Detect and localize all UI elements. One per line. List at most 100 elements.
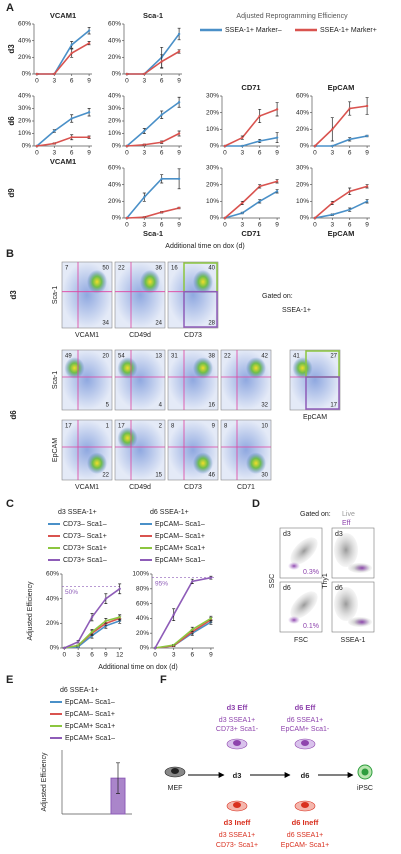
x-tick-label: 0 — [35, 150, 39, 157]
data-point — [53, 72, 56, 76]
data-point — [209, 576, 213, 579]
error-bar — [116, 762, 120, 794]
x-axis-label: Sca-1 — [143, 229, 163, 238]
quadrant-value: 7 — [65, 266, 69, 272]
ineff-line: d6 SSEA1+ — [287, 832, 323, 839]
quadrant-value: 8 — [171, 424, 175, 430]
y-tick-label: 40% — [136, 615, 149, 622]
x-tick-label: 9 — [275, 222, 279, 229]
legend-label: EpCAM+ Sca1+ — [65, 723, 115, 730]
data-point — [365, 104, 369, 108]
series-line — [314, 200, 368, 219]
y-axis-label: EpCAM — [52, 438, 59, 462]
data-point — [365, 200, 369, 203]
data-point — [118, 587, 121, 590]
x-axis-label: FSC — [294, 637, 308, 644]
y-tick-label: 10% — [206, 198, 219, 205]
eff-line: CD73+ Sca1- — [216, 726, 259, 733]
stage-label: d3 — [233, 771, 242, 780]
quadrant-value: 8 — [224, 424, 228, 430]
y-tick-label: 20% — [108, 54, 121, 61]
density-core — [193, 269, 213, 294]
x-tick-label: 9 — [275, 150, 279, 157]
y-tick-label: 60% — [108, 21, 121, 28]
series-line — [224, 136, 278, 147]
ineff-line: CD73- Sca1+ — [216, 842, 258, 849]
density-core — [87, 452, 107, 475]
x-axis-label: CD73 — [184, 484, 202, 491]
row-label: d6 — [9, 410, 18, 420]
data-point — [125, 216, 129, 220]
density-core — [117, 357, 138, 379]
quadrant-value: 16 — [171, 266, 178, 272]
series-line — [154, 617, 212, 649]
data-point — [160, 60, 163, 63]
quadrant-value: 9 — [212, 424, 216, 430]
panel-label: C — [6, 498, 14, 510]
y-tick-label: 60% — [136, 600, 149, 607]
y-tick-label: 20% — [18, 54, 31, 61]
data-point — [365, 134, 369, 138]
data-point — [63, 646, 66, 650]
data-point — [90, 615, 94, 619]
x-axis-label: CD49d — [129, 332, 151, 339]
legend-label: CD73+ Sca1+ — [63, 545, 107, 552]
series-line — [154, 576, 212, 649]
x-tick-label: 6 — [70, 78, 74, 85]
data-point — [191, 628, 194, 631]
legend-label: SSEA-1+ Marker+ — [320, 27, 377, 34]
x-tick-label: 9 — [365, 222, 369, 229]
data-point — [275, 190, 279, 193]
x-tick-label: 0 — [35, 78, 39, 85]
legend-label: EpCAM+ Sca1+ — [155, 545, 205, 552]
y-tick-label: 0% — [112, 71, 122, 78]
quadrant-value: 20 — [102, 354, 109, 360]
nucleus — [171, 768, 179, 774]
quadrant-value: 5 — [106, 403, 110, 409]
legend-label: CD73+ Sca1– — [63, 557, 107, 564]
data-point — [241, 201, 244, 205]
y-tick-label: 30% — [206, 165, 219, 172]
data-point — [76, 644, 80, 647]
x-tick-label: 9 — [209, 652, 213, 659]
eff-title: d6 Eff — [295, 703, 316, 712]
y-tick-label: 0% — [50, 645, 60, 652]
density-core — [87, 269, 107, 294]
ineff-title: d6 Ineff — [292, 818, 319, 827]
x-tick-label: 3 — [240, 150, 244, 157]
density-core — [292, 357, 313, 379]
x-tick-label: 3 — [330, 150, 334, 157]
percent-label: 0.1% — [303, 623, 319, 630]
quadrant-value: 46 — [208, 473, 215, 479]
series-line — [126, 207, 180, 219]
x-tick-label: 6 — [348, 222, 352, 229]
data-point — [160, 177, 163, 181]
x-axis-label: CD49d — [129, 484, 151, 491]
y-tick-label: 60% — [18, 21, 31, 28]
live-cloud — [334, 533, 358, 567]
legend-label: EpCAM– Sca1+ — [65, 711, 115, 718]
stage-label: iPSC — [357, 785, 373, 792]
y-tick-label: 20% — [108, 198, 121, 205]
x-tick-label: 9 — [177, 150, 181, 157]
y-tick-label: 0% — [22, 71, 32, 78]
quadrant-value: 22 — [224, 354, 231, 360]
quadrant-value: 22 — [102, 473, 109, 479]
data-point — [53, 142, 56, 145]
legend-label: CD73– Sca1+ — [63, 533, 107, 540]
x-tick-label: 0 — [313, 222, 317, 229]
x-tick-label: 3 — [240, 222, 244, 229]
y-tick-label: 30% — [18, 105, 31, 112]
x-tick-label: 6 — [190, 652, 194, 659]
quadrant-value: 17 — [330, 403, 337, 409]
flow-plot — [61, 261, 113, 329]
percent-label: 0.3% — [303, 569, 319, 576]
data-point — [177, 132, 181, 135]
y-tick-label: 20% — [108, 118, 121, 125]
reference-label: 50% — [65, 589, 78, 596]
data-point — [348, 107, 351, 110]
data-point — [177, 101, 181, 104]
data-point — [118, 615, 121, 619]
x-tick-label: 9 — [104, 652, 108, 659]
legend-title: d6 SSEA-1+ — [150, 509, 189, 516]
